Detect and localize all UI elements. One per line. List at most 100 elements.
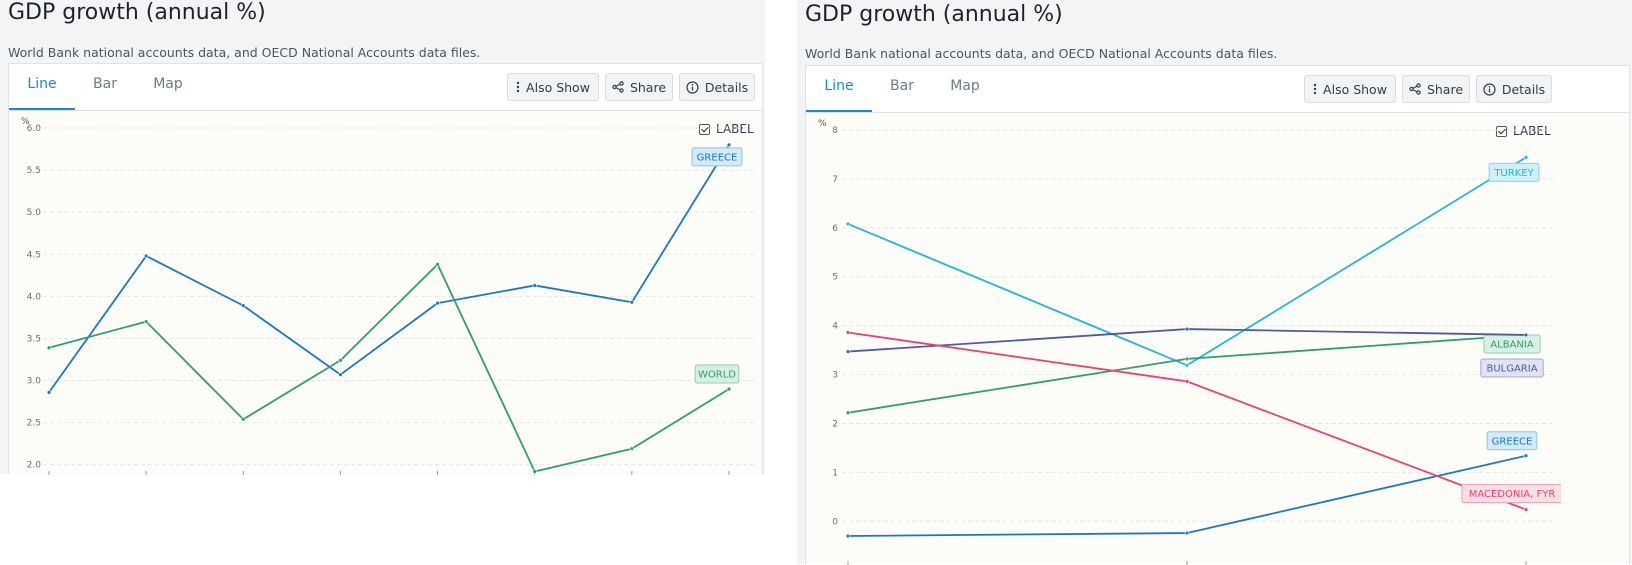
also-show-button[interactable]: Also Show	[1304, 75, 1396, 103]
series-label: BULGARIA	[1480, 358, 1544, 378]
tab-map[interactable]: Map	[153, 76, 183, 92]
y-tick-label: 3.0	[27, 377, 42, 387]
data-point	[143, 253, 149, 259]
info-icon	[1483, 82, 1496, 96]
label-toggle[interactable]: LABEL	[699, 122, 754, 136]
series-label: GREECE	[691, 147, 743, 167]
info-icon	[686, 80, 699, 94]
data-point	[845, 349, 851, 354]
label-toggle-text: LABEL	[716, 122, 754, 136]
y-axis-unit: %	[21, 117, 30, 127]
data-point	[845, 533, 851, 539]
series-label-text: GREECE	[1492, 436, 1533, 447]
data-point	[46, 345, 52, 350]
data-point	[1184, 379, 1190, 384]
tab-line[interactable]: Line	[806, 66, 872, 112]
y-tick-label: 5	[832, 273, 838, 283]
data-point	[532, 283, 537, 288]
data-point	[1184, 356, 1190, 362]
y-tick-label: 8	[832, 126, 838, 136]
series-label-text: MACEDONIA, FYR	[1469, 489, 1556, 500]
also-show-button[interactable]: Also Show	[507, 73, 599, 101]
data-point	[726, 142, 732, 148]
series-line-world	[48, 263, 730, 473]
page-title: GDP growth (annual %)	[805, 2, 1063, 27]
share-label: Share	[1426, 81, 1464, 97]
source-note: World Bank national accounts data, and O…	[805, 46, 1278, 61]
y-tick-label: 6	[832, 224, 838, 234]
series-label-box	[1486, 431, 1538, 451]
series-label: WORLD	[694, 364, 740, 384]
data-point	[726, 386, 732, 392]
share-label: Share	[629, 79, 667, 95]
tab-bar: Line Bar Map Also Show Share Details	[806, 66, 1629, 113]
page-title: GDP growth (annual %)	[8, 0, 266, 25]
data-point	[435, 262, 440, 267]
y-tick-label: 5.0	[27, 208, 42, 218]
y-tick-label: 6.0	[27, 124, 42, 134]
data-point	[435, 300, 440, 306]
data-point	[1523, 332, 1529, 338]
y-tick-label: 3.5	[27, 334, 41, 344]
series-label-text: ALBANIA	[1490, 339, 1534, 350]
data-point	[845, 410, 851, 415]
chart-card: Line Bar Map Also Show Share Details LAB…	[8, 63, 763, 475]
data-point	[241, 417, 246, 422]
data-point	[629, 446, 635, 451]
y-tick-label: 7	[832, 175, 838, 185]
tab-bar-chart[interactable]: Bar	[93, 76, 117, 92]
series-label-box	[694, 364, 740, 384]
series-label-box	[1480, 358, 1544, 378]
data-point	[1184, 363, 1190, 368]
data-point	[338, 372, 343, 377]
data-point	[241, 303, 246, 308]
chart-panel-right: GDP growth (annual %) World Bank nationa…	[797, 0, 1632, 565]
tab-map[interactable]: Map	[950, 78, 980, 94]
share-button[interactable]: Share	[605, 73, 673, 101]
series-label-box	[1461, 484, 1561, 504]
series-line-greece	[847, 454, 1527, 537]
data-point	[338, 358, 343, 363]
also-show-label: Also Show	[526, 79, 590, 95]
series-line-bulgaria	[847, 328, 1527, 353]
details-button[interactable]: Details	[679, 73, 755, 101]
share-icon	[1409, 83, 1421, 95]
data-point	[143, 319, 149, 324]
data-point	[845, 221, 851, 227]
chart-card: Line Bar Map Also Show Share Details LAB…	[805, 65, 1630, 565]
series-label-box	[1488, 162, 1540, 182]
tab-line[interactable]: Line	[9, 64, 75, 110]
y-tick-label: 2.0	[27, 461, 42, 471]
share-button[interactable]: Share	[1402, 75, 1470, 103]
y-tick-label: 4.0	[27, 292, 42, 302]
series-label: TURKEY	[1488, 162, 1540, 182]
y-tick-label: 5.5	[27, 166, 41, 176]
y-tick-label: 2.5	[27, 419, 41, 429]
data-point	[532, 469, 537, 474]
y-tick-label: 4	[832, 322, 838, 332]
y-tick-label: 1	[832, 468, 838, 478]
series-label-text: GREECE	[697, 152, 738, 163]
data-point	[46, 390, 52, 395]
series-label-text: WORLD	[698, 369, 736, 380]
series-label: MACEDONIA, FYR	[1461, 484, 1561, 504]
data-point	[1523, 453, 1529, 458]
data-point	[629, 300, 635, 305]
label-checkbox[interactable]	[699, 123, 710, 135]
label-checkbox[interactable]	[1496, 125, 1507, 137]
label-toggle[interactable]: LABEL	[1496, 124, 1551, 138]
also-show-label: Also Show	[1323, 81, 1387, 97]
y-axis-unit: %	[818, 119, 827, 129]
more-vertical-icon	[1313, 83, 1317, 95]
source-note: World Bank national accounts data, and O…	[8, 45, 481, 60]
more-vertical-icon	[516, 81, 520, 93]
details-button[interactable]: Details	[1476, 75, 1552, 103]
data-point	[1523, 155, 1529, 160]
tab-bar: Line Bar Map Also Show Share Details	[9, 64, 762, 111]
data-point	[1523, 507, 1529, 512]
label-toggle-text: LABEL	[1513, 124, 1551, 138]
series-label-text: TURKEY	[1493, 168, 1534, 179]
data-point	[1184, 326, 1190, 332]
panel-divider	[765, 0, 797, 564]
tab-bar-chart[interactable]: Bar	[890, 78, 914, 94]
